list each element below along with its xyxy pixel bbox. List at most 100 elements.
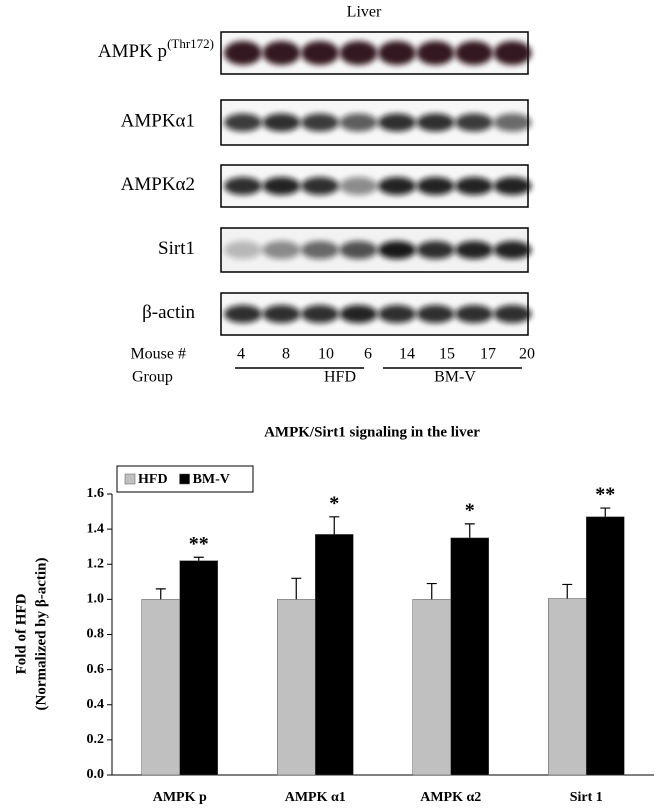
x-tick-label: AMPK α1: [285, 790, 346, 805]
band: [378, 177, 416, 195]
row-label: AMPKα2: [121, 174, 195, 195]
y-axis-title: Fold of HFD: [13, 593, 29, 674]
row-label-sup: (Thr172): [167, 36, 214, 51]
legend-swatch: [124, 473, 136, 485]
significance: *: [465, 499, 475, 521]
row-label: AMPK p(Thr172): [98, 36, 214, 62]
significance: **: [189, 533, 209, 555]
band: [262, 305, 301, 323]
band: [455, 113, 493, 132]
x-tick-label: Sirt 1: [570, 790, 603, 805]
band: [262, 113, 301, 132]
group-name: BM-V: [434, 369, 476, 386]
row-label-text: AMPK p: [98, 41, 167, 62]
band: [301, 305, 339, 323]
band: [301, 113, 339, 132]
bar: [315, 534, 354, 776]
band: [262, 41, 301, 65]
western-blot: AMPK p(Thr172) AMPKα1 AMPKα2 Sirt1 β-actin: [98, 31, 532, 336]
band: [416, 241, 455, 259]
band: [416, 305, 455, 323]
band: [224, 41, 262, 65]
band: [339, 305, 378, 323]
error-bar: [193, 556, 204, 561]
y-tick-label: 1.4: [87, 521, 105, 536]
band: [262, 177, 301, 195]
chart-title: AMPK/Sirt1 signaling in the liver: [264, 424, 480, 440]
band: [416, 113, 455, 132]
band: [301, 177, 339, 195]
band: [339, 241, 378, 259]
band: [493, 41, 532, 65]
band: [378, 41, 416, 65]
error-bar: [562, 583, 573, 599]
y-tick-label: 0.8: [87, 627, 105, 642]
bar: [548, 598, 587, 776]
band: [493, 177, 532, 195]
row-label-text: β-actin: [142, 302, 195, 323]
band: [262, 241, 301, 259]
mouse-number: 15: [439, 346, 455, 363]
band: [339, 113, 378, 132]
y-tick-label: 0.0: [87, 767, 105, 782]
band: [493, 113, 532, 132]
y-tick-label: 1.2: [87, 556, 105, 571]
band: [378, 305, 416, 323]
band: [301, 41, 339, 65]
band: [339, 177, 378, 195]
y-tick-label: 0.6: [87, 662, 105, 677]
y-axis-title: (Normalized by β-actin): [33, 558, 49, 711]
legend-label: BM-V: [193, 472, 230, 487]
error-bar: [600, 507, 611, 517]
y-tick-label: 0.4: [87, 697, 105, 712]
band: [416, 41, 455, 65]
mouse-number: 20: [519, 346, 535, 363]
band: [224, 305, 262, 323]
band: [493, 305, 532, 323]
bar: [450, 537, 489, 776]
band: [493, 241, 532, 259]
y-tick-label: 1.6: [87, 486, 105, 501]
mouse-number: 17: [480, 346, 496, 363]
row-label-text: AMPKα2: [121, 174, 195, 195]
row-label: β-actin: [142, 302, 195, 323]
band: [301, 241, 339, 259]
mouse-number: 4: [237, 346, 245, 363]
error-bar: [426, 582, 437, 600]
legend-swatch: [179, 473, 190, 485]
band: [455, 241, 493, 259]
row-label: AMPKα1: [121, 111, 195, 132]
y-tick-label: 0.2: [87, 732, 105, 747]
error-bar: [155, 588, 166, 600]
y-tick-label: 1.0: [87, 592, 105, 607]
mouse-number: 6: [364, 346, 372, 363]
band: [339, 41, 378, 65]
row-label-text: AMPKα1: [121, 111, 195, 132]
bar: [277, 599, 316, 776]
mouse-number: 8: [282, 346, 290, 363]
legend-label: HFD: [138, 472, 168, 487]
band: [455, 305, 493, 323]
x-tick-label: AMPK α2: [420, 790, 481, 805]
band: [455, 177, 493, 195]
error-bar: [464, 523, 475, 538]
band: [224, 241, 262, 259]
mouse-label: Mouse #: [130, 346, 186, 363]
group-label: Group: [132, 369, 173, 386]
mouse-number: 14: [399, 346, 415, 363]
significance: **: [595, 484, 615, 506]
row-label-text: Sirt1: [158, 238, 195, 259]
band: [224, 177, 262, 195]
x-tick-label: AMPK p: [153, 790, 207, 805]
error-bar: [329, 516, 340, 535]
blot-title: Liver: [347, 4, 382, 21]
band: [378, 113, 416, 132]
bar: [412, 599, 451, 776]
row-label: Sirt1: [158, 238, 195, 259]
band: [455, 41, 493, 65]
bar: [179, 560, 218, 776]
group-name: HFD: [324, 369, 356, 386]
band: [378, 241, 416, 259]
band: [224, 113, 262, 132]
